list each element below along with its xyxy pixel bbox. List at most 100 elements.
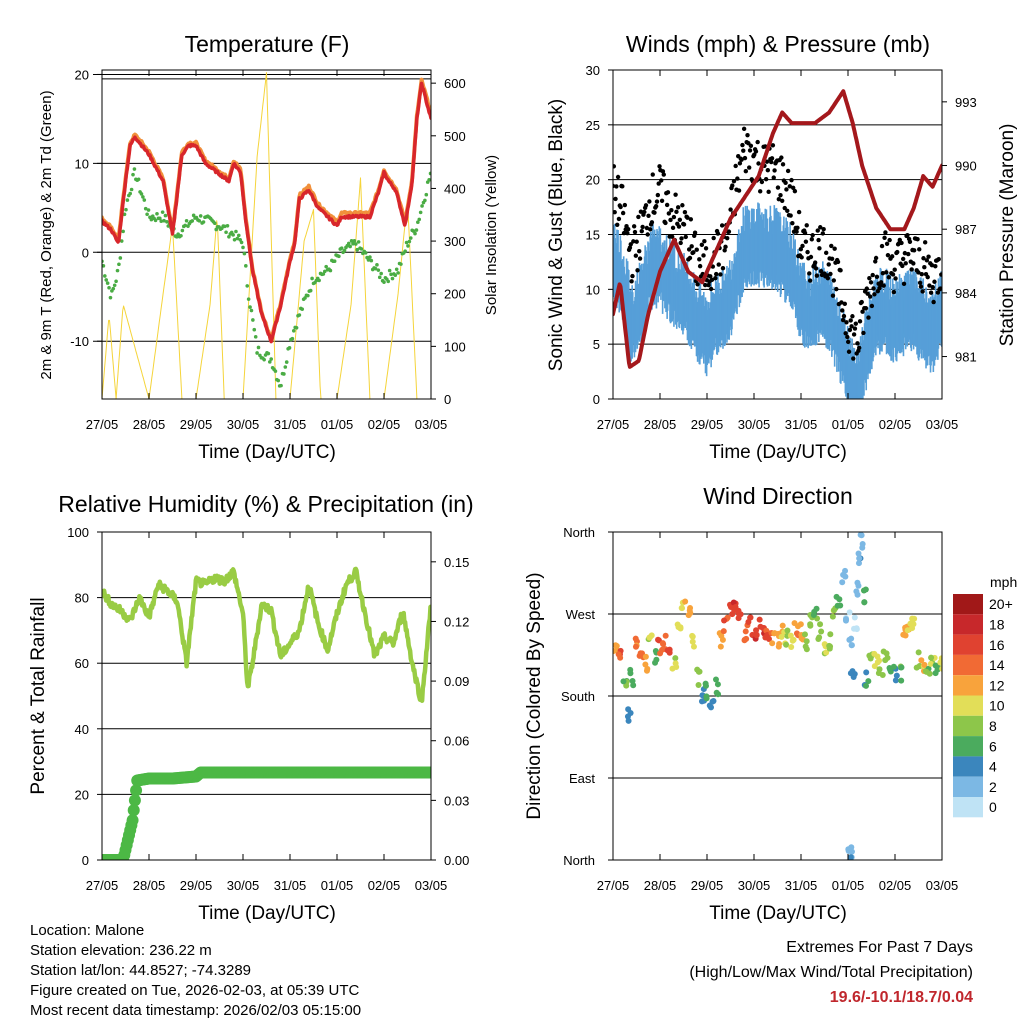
gust-point bbox=[756, 161, 761, 166]
direction-point bbox=[940, 661, 942, 667]
gust-point bbox=[838, 268, 843, 273]
figure-created: Figure created on Tue, 2026-02-03, at 05… bbox=[30, 982, 360, 999]
gust-point bbox=[798, 247, 804, 252]
gust-point bbox=[800, 243, 805, 249]
direction-point bbox=[938, 655, 942, 662]
direction-point bbox=[613, 647, 617, 654]
gust-point bbox=[711, 235, 716, 241]
direction-point bbox=[789, 637, 796, 644]
temperature-frame bbox=[101, 69, 432, 400]
dewpoint-point bbox=[235, 236, 240, 241]
x-tick-label: 29/05 bbox=[691, 878, 724, 893]
gust-point bbox=[823, 250, 829, 256]
dewpoint-point bbox=[418, 210, 423, 215]
humidity-y-label: Percent & Total Rainfall bbox=[28, 597, 49, 794]
gust-point bbox=[849, 324, 854, 329]
x-tick-label: 29/05 bbox=[691, 417, 724, 432]
dewpoint-point bbox=[251, 318, 255, 322]
recent-data-timestamp: Most recent data timestamp: 2026/02/03 0… bbox=[30, 1002, 362, 1019]
dewpoint-point bbox=[413, 231, 417, 236]
direction-point bbox=[673, 664, 680, 671]
y2-tick-label: 990 bbox=[955, 159, 977, 174]
dewpoint-point bbox=[376, 268, 381, 272]
direction-point bbox=[846, 609, 853, 616]
gust-point bbox=[613, 210, 617, 215]
dewpoint-point bbox=[377, 275, 382, 280]
precipitation-point bbox=[128, 794, 141, 807]
wind-direction-title: Wind Direction bbox=[703, 483, 853, 509]
extremes-summary: Extremes For Past 7 Days (High/Low/Max W… bbox=[689, 935, 973, 1010]
dewpoint-point bbox=[351, 241, 355, 246]
dewpoint-point bbox=[114, 279, 118, 284]
direction-point bbox=[643, 667, 650, 674]
gust-point bbox=[932, 279, 937, 284]
gust-point bbox=[741, 148, 746, 153]
direction-point bbox=[859, 540, 866, 547]
gust-point bbox=[718, 272, 723, 277]
gust-point bbox=[621, 230, 627, 236]
colorbar-unit-label: mph bbox=[990, 574, 1017, 590]
direction-point bbox=[613, 642, 619, 649]
gust-point bbox=[748, 143, 754, 149]
dewpoint-point bbox=[332, 259, 337, 263]
winds-plot-area bbox=[613, 89, 942, 399]
dewpoint-point bbox=[266, 351, 271, 356]
gust-point bbox=[642, 209, 647, 215]
gust-point bbox=[820, 231, 826, 236]
gust-point bbox=[625, 230, 630, 236]
gust-point bbox=[635, 268, 640, 273]
x-tick-label: 03/05 bbox=[926, 878, 959, 893]
dewpoint-point bbox=[183, 223, 187, 228]
gust-point bbox=[695, 282, 700, 287]
dewpoint-point bbox=[291, 328, 296, 333]
gust-point bbox=[784, 187, 789, 192]
gust-point bbox=[670, 234, 675, 239]
x-tick-label: 31/05 bbox=[274, 417, 307, 432]
direction-point bbox=[753, 627, 760, 634]
gust-point bbox=[846, 349, 852, 354]
gust-point bbox=[931, 299, 936, 305]
dewpoint-point bbox=[279, 383, 283, 388]
direction-point bbox=[689, 638, 696, 645]
gust-point bbox=[893, 276, 898, 281]
station-info: Location: Malone Station elevation: 236.… bbox=[30, 921, 361, 1021]
y-tick-label: North bbox=[563, 853, 595, 868]
gust-point bbox=[936, 256, 941, 262]
x-tick-label: 28/05 bbox=[644, 878, 677, 893]
direction-point bbox=[851, 614, 858, 621]
gust-point bbox=[765, 168, 771, 173]
x-tick-label: 03/05 bbox=[415, 417, 448, 432]
direction-point bbox=[854, 591, 861, 598]
gust-point bbox=[656, 181, 661, 186]
dewpoint-point bbox=[197, 218, 202, 223]
gust-point bbox=[769, 156, 775, 161]
dewpoint-point bbox=[417, 217, 422, 222]
gust-point bbox=[878, 280, 884, 285]
gust-point bbox=[817, 246, 822, 251]
gust-point bbox=[702, 238, 707, 244]
colorbar-swatch bbox=[953, 715, 983, 737]
dewpoint-point bbox=[348, 244, 352, 249]
gust-point bbox=[818, 269, 824, 274]
gust-point bbox=[783, 180, 788, 186]
y-tick-label: 5 bbox=[593, 337, 600, 352]
direction-point bbox=[730, 599, 737, 606]
gust-point bbox=[785, 208, 790, 214]
gust-point bbox=[879, 243, 885, 249]
direction-point bbox=[913, 664, 920, 671]
solar-insolation-line bbox=[102, 72, 431, 399]
dewpoint-point bbox=[269, 357, 274, 361]
x-tick-label: 27/05 bbox=[597, 417, 630, 432]
colorbar-swatch bbox=[953, 797, 983, 818]
gust-point bbox=[795, 225, 800, 230]
direction-point bbox=[829, 613, 836, 620]
temperature-y2-ticks: 0 100 200 300 400 500 600 bbox=[431, 76, 466, 407]
temperature-x-label: Time (Day/UTC) bbox=[198, 442, 336, 463]
direction-point bbox=[721, 617, 728, 624]
gust-point bbox=[919, 272, 924, 277]
direction-point bbox=[855, 560, 862, 567]
y2-tick-label: 100 bbox=[444, 339, 466, 354]
gust-point bbox=[673, 192, 678, 197]
y2-tick-label: 987 bbox=[955, 222, 977, 237]
